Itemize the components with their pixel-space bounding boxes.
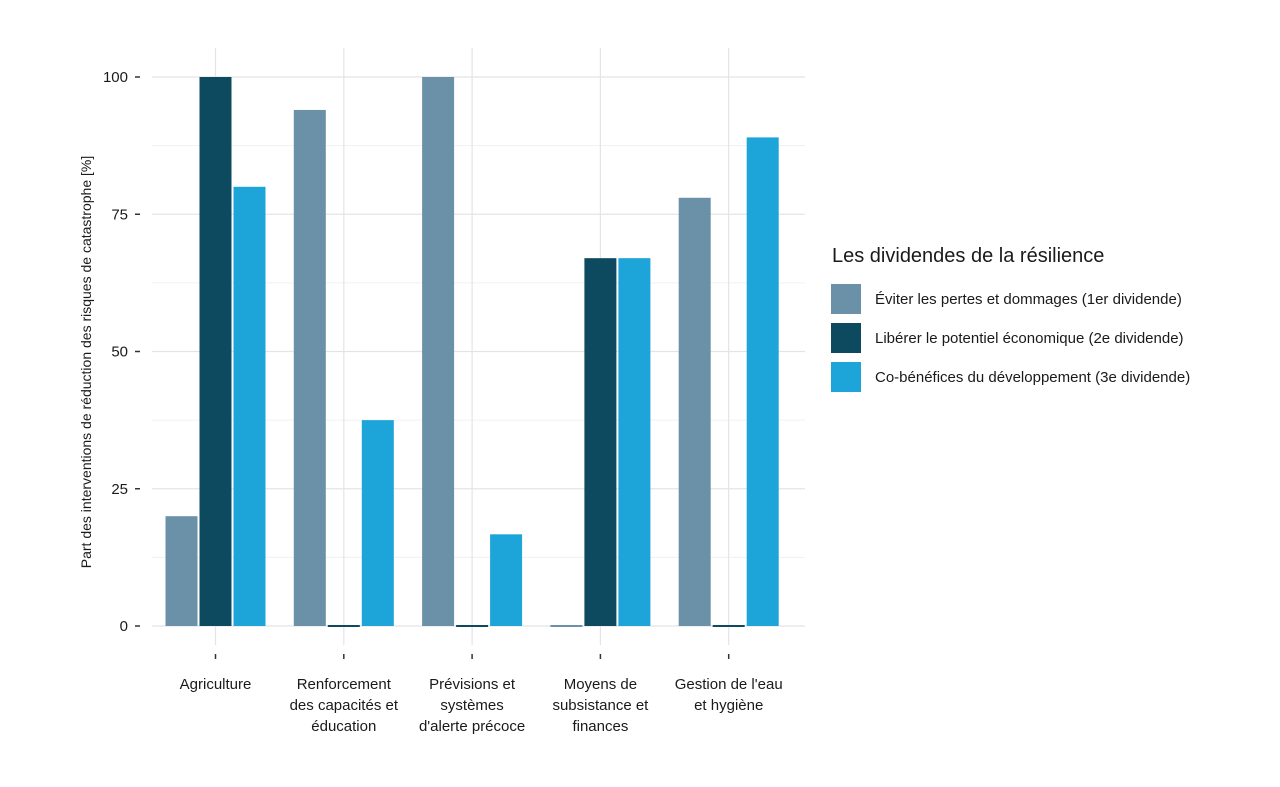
bar	[456, 625, 489, 627]
bar	[550, 625, 583, 627]
legend-label: Co-bénéfices du développement (3e divide…	[875, 369, 1190, 386]
y-tick-label: 50	[111, 344, 128, 361]
bar	[233, 186, 266, 627]
y-tick-label: 0	[120, 618, 128, 635]
bar	[422, 77, 455, 626]
y-tick-label: 75	[111, 206, 128, 223]
legend: Les dividendes de la résilience Éviter l…	[831, 245, 1190, 392]
legend-key	[831, 362, 861, 392]
x-tick-label: Moyens de subsistance et finances	[552, 676, 649, 735]
x-tick-label: Gestion de l'eau et hygiène	[675, 676, 783, 714]
x-tick-label: Renforcement des capacités et éducation	[290, 676, 399, 735]
bar	[165, 516, 198, 626]
bar	[490, 534, 523, 626]
x-tick-label: Prévisions et systèmes d'alerte précoce	[419, 676, 525, 735]
bar	[584, 258, 617, 626]
legend-key	[831, 323, 861, 353]
legend-label: Éviter les pertes et dommages (1er divid…	[875, 291, 1182, 308]
x-tick-label: Agriculture	[180, 676, 252, 693]
bar	[712, 625, 745, 627]
bar	[678, 197, 711, 626]
bars	[165, 77, 779, 627]
y-tick-label: 100	[103, 69, 128, 86]
bar	[361, 420, 394, 626]
y-axis-title: Part des interventions de réduction des …	[78, 156, 94, 568]
bar	[199, 77, 232, 626]
legend-label: Libérer le potentiel économique (2e divi…	[875, 330, 1184, 347]
legend-title: Les dividendes de la résilience	[832, 245, 1104, 267]
x-axis: Agriculture Renforcement des capacités et é…	[180, 654, 783, 735]
bar	[327, 625, 360, 627]
legend-key	[831, 284, 861, 314]
y-tick-label: 25	[111, 481, 128, 498]
bar	[618, 258, 651, 626]
bar	[746, 137, 779, 626]
y-axis: 0 25 50 75 100	[103, 69, 140, 635]
bar	[293, 109, 326, 626]
